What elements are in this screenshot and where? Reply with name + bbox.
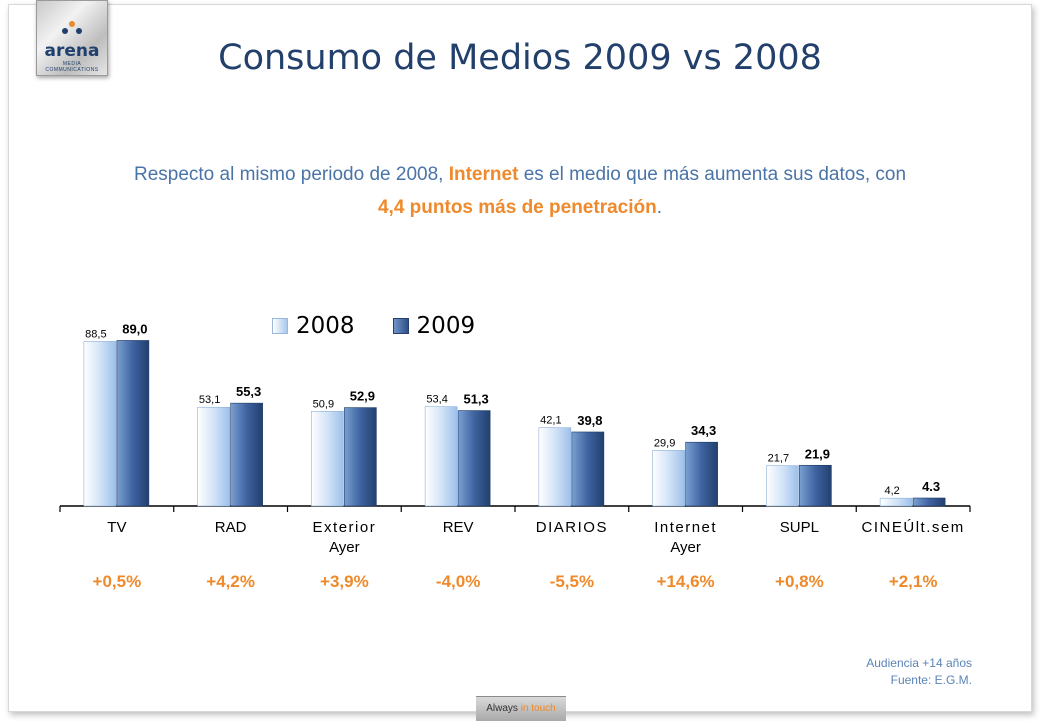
bar-2009-8: [912, 497, 946, 507]
bar-2008-3: [311, 411, 344, 507]
data-label-2008-1: 88,5: [85, 328, 106, 340]
category-label-8: CINEÚlt.sem: [862, 519, 965, 536]
logo-subtext: MEDIA COMMUNICATIONS: [45, 61, 99, 73]
bar-2009-1: [116, 340, 150, 507]
slide-frame: [8, 4, 1032, 712]
data-label-2008-8: 4,2: [884, 485, 899, 497]
bar-2009-7: [799, 464, 832, 507]
subtitle-part3: .: [656, 197, 663, 218]
page-title: Consumo de Medios 2009 vs 2008: [218, 38, 822, 78]
bar-2008-7: [766, 465, 799, 507]
data-label-2009-3: 52,9: [350, 389, 375, 404]
tagline-part2: in touch: [520, 703, 556, 714]
category-label-7: SUPL: [780, 519, 819, 536]
data-label-2008-4: 53,4: [426, 394, 447, 406]
audience-note: Audiencia +14 años: [866, 656, 972, 670]
data-label-2008-3: 50,9: [313, 398, 334, 410]
subtitle-part2: es el medio que más aumenta sus datos, c…: [523, 164, 907, 185]
change-label-4: -4,0%: [435, 572, 481, 591]
legend-item-2008: 2008: [272, 313, 355, 339]
logo-mark-icon: [62, 21, 82, 34]
footer-note: Audiencia +14 años Fuente: E.G.M.: [866, 655, 972, 689]
data-label-2009-7: 21,9: [805, 446, 830, 461]
bar-2008-6: [652, 450, 685, 507]
change-label-8: +2,1%: [888, 572, 938, 591]
bar-2009-6: [685, 441, 718, 507]
data-label-2008-5: 42,1: [540, 415, 561, 427]
data-label-2009-8: 4.3: [922, 479, 940, 494]
bar-2009-5: [571, 431, 605, 507]
category-label-2: RAD: [215, 519, 247, 536]
bar-2008-1: [83, 341, 117, 507]
data-label-2009-1: 89,0: [122, 321, 147, 336]
category-label-3-line2: Ayer: [329, 539, 360, 556]
legend-item-2009: 2009: [392, 313, 476, 339]
change-label-5: -5,5%: [549, 572, 595, 591]
data-label-2008-2: 53,1: [199, 394, 220, 406]
logo-text: arena: [44, 41, 100, 61]
bar-2008-5: [538, 427, 572, 507]
tagline-badge: Always in touch: [476, 696, 566, 721]
data-label-2009-5: 39,8: [577, 413, 602, 428]
change-label-2: +4,2%: [206, 572, 255, 591]
data-label-2009-2: 55,3: [236, 384, 261, 399]
legend-label-2008: 2008: [296, 313, 355, 339]
tagline-part1: Always: [486, 703, 518, 714]
subtitle-part1: Respecto al mismo periodo de 2008,: [133, 164, 444, 185]
category-label-5: DIARIOS: [536, 519, 608, 536]
legend-swatch-2008: [272, 318, 288, 334]
bar-2008-2: [197, 406, 230, 507]
legend-label-2009: 2009: [416, 313, 476, 339]
bar-2009-4: [457, 410, 491, 507]
change-label-7: +0,8%: [775, 572, 824, 591]
change-label-3: +3,9%: [320, 572, 369, 591]
data-label-2008-6: 29,9: [654, 437, 675, 449]
data-label-2009-4: 51,3: [463, 392, 488, 407]
category-label-3: Exterior: [313, 519, 377, 536]
change-label-1: +0,5%: [92, 572, 142, 591]
bar-2008-4: [424, 406, 458, 507]
chart-legend: 2008 2009: [272, 312, 513, 340]
bar-2009-3: [344, 407, 377, 507]
subtitle-highlight-internet: Internet: [448, 164, 519, 185]
change-row: +0,5% +4,2% +3,9% -4,0% -5,5% +14,6% +0,8% +2,1…: [60, 572, 980, 596]
data-label-2008-7: 21,7: [768, 453, 789, 465]
bar-2008-8: [879, 497, 913, 507]
bar-2009-2: [230, 402, 263, 507]
subtitle: Respecto al mismo periodo de 2008, Inter…: [120, 158, 920, 224]
change-label-6: +14,6%: [656, 572, 715, 591]
arena-logo: arena MEDIA COMMUNICATIONS: [36, 0, 108, 76]
data-label-2009-6: 34,3: [691, 423, 716, 438]
subtitle-highlight-points: 4,4 puntos más de penetración: [377, 197, 657, 218]
category-label-6: Internet: [654, 519, 717, 536]
category-label-6-line2: Ayer: [670, 539, 701, 556]
category-label-4: REV: [443, 519, 474, 536]
category-label-1: TV: [107, 519, 126, 536]
source-note: Fuente: E.G.M.: [890, 673, 972, 687]
legend-swatch-2009: [392, 318, 409, 334]
